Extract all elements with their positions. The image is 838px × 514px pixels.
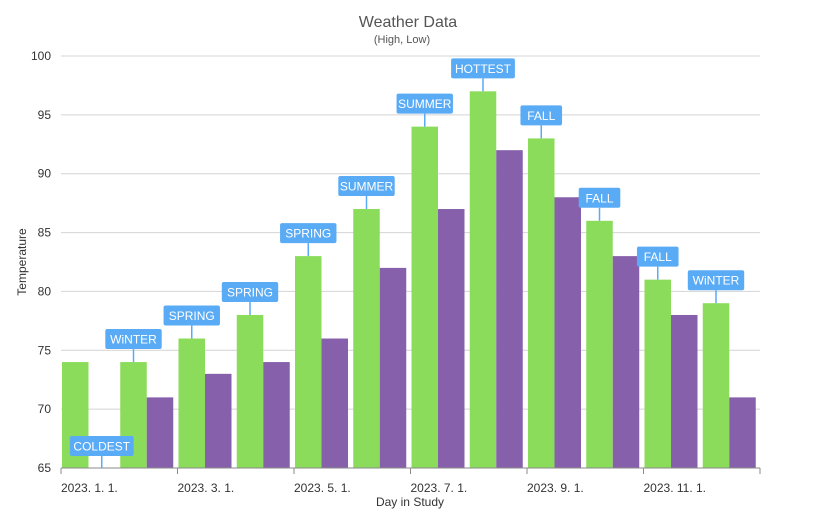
y-tick-label: 90 — [38, 167, 52, 181]
x-tick-label: 2023. 3. 1. — [178, 481, 235, 495]
annotation-label: FALL — [527, 109, 555, 123]
annotation-box — [578, 187, 621, 208]
bars-layer — [62, 91, 756, 469]
bar-high — [411, 126, 438, 468]
bar-low — [321, 338, 348, 468]
bar-low — [146, 397, 174, 468]
annotation-box — [451, 58, 515, 79]
annotation-label: SUMMER — [340, 180, 394, 194]
bar-high — [178, 338, 205, 468]
annotation-label: SPRING — [169, 309, 215, 323]
x-tick-label: 2023. 1. 1. — [61, 481, 118, 495]
grid-layer — [61, 55, 760, 469]
y-tick-label: 85 — [38, 226, 52, 240]
x-axis-label: Day in Study — [376, 495, 444, 509]
y-tick-label: 65 — [38, 461, 52, 475]
bar-low — [729, 397, 756, 468]
chart-subtitle: (High, Low) — [374, 34, 430, 46]
bar-high — [295, 256, 322, 468]
annotation-layer: COLDEST WiNTER SPRING SPRING SPRING SUMMER SUM… — [69, 58, 745, 468]
annotation-box — [105, 329, 162, 350]
bar-high — [586, 220, 613, 468]
annotation-box — [396, 93, 453, 114]
annotation-box — [69, 436, 134, 456]
annotation-label: SPRING — [227, 285, 273, 299]
bar-high — [469, 91, 497, 469]
annotation-box — [280, 223, 337, 244]
annotation-label: WiNTER — [693, 274, 740, 288]
bar-high — [702, 303, 730, 468]
annotation-label: FALL — [585, 191, 613, 205]
y-tick-label: 70 — [38, 402, 52, 416]
y-tick-label: 95 — [38, 108, 52, 122]
x-tick-label: 2023. 11. 1. — [644, 481, 707, 495]
annotation-box — [687, 270, 745, 291]
annotation-label: COLDEST — [73, 440, 130, 454]
annotation-label: HOTTEST — [455, 62, 512, 76]
bar-low — [554, 197, 581, 468]
y-tick-label: 75 — [38, 343, 52, 357]
bar-high — [236, 314, 264, 468]
annotation-box — [163, 305, 220, 326]
bar-low — [438, 209, 465, 468]
x-tick-label: 2023. 7. 1. — [411, 481, 468, 495]
annotation-label: SPRING — [285, 227, 331, 241]
x-tick-label: 2023. 9. 1. — [527, 481, 584, 495]
bar-low — [263, 362, 290, 468]
y-tick-label: 80 — [38, 284, 52, 298]
annotation-box — [338, 176, 395, 197]
annotation-label: SUMMER — [398, 97, 452, 111]
annotation-box — [636, 246, 679, 267]
annotation-label: FALL — [644, 250, 672, 264]
annotation-label: WiNTER — [110, 333, 157, 347]
bar-high — [353, 209, 380, 468]
annotation-box — [221, 281, 279, 302]
bar-high — [644, 279, 671, 468]
chart-title: Weather Data — [359, 14, 458, 31]
x-tick-label: 2023. 5. 1. — [294, 481, 351, 495]
y-axis-label: Temperature — [15, 228, 29, 296]
bar-high — [528, 138, 555, 468]
bar-low — [205, 373, 232, 468]
y-tick-label: 100 — [31, 49, 51, 63]
bar-low — [612, 256, 640, 468]
annotation-box — [520, 105, 563, 126]
bar-low — [379, 267, 407, 468]
bar-low — [671, 314, 698, 468]
axis-layer: 65 70 75 80 85 90 95 100 2023. 1. 1. 2023. 3. 1. 2… — [31, 49, 761, 495]
bar-low — [496, 150, 523, 468]
